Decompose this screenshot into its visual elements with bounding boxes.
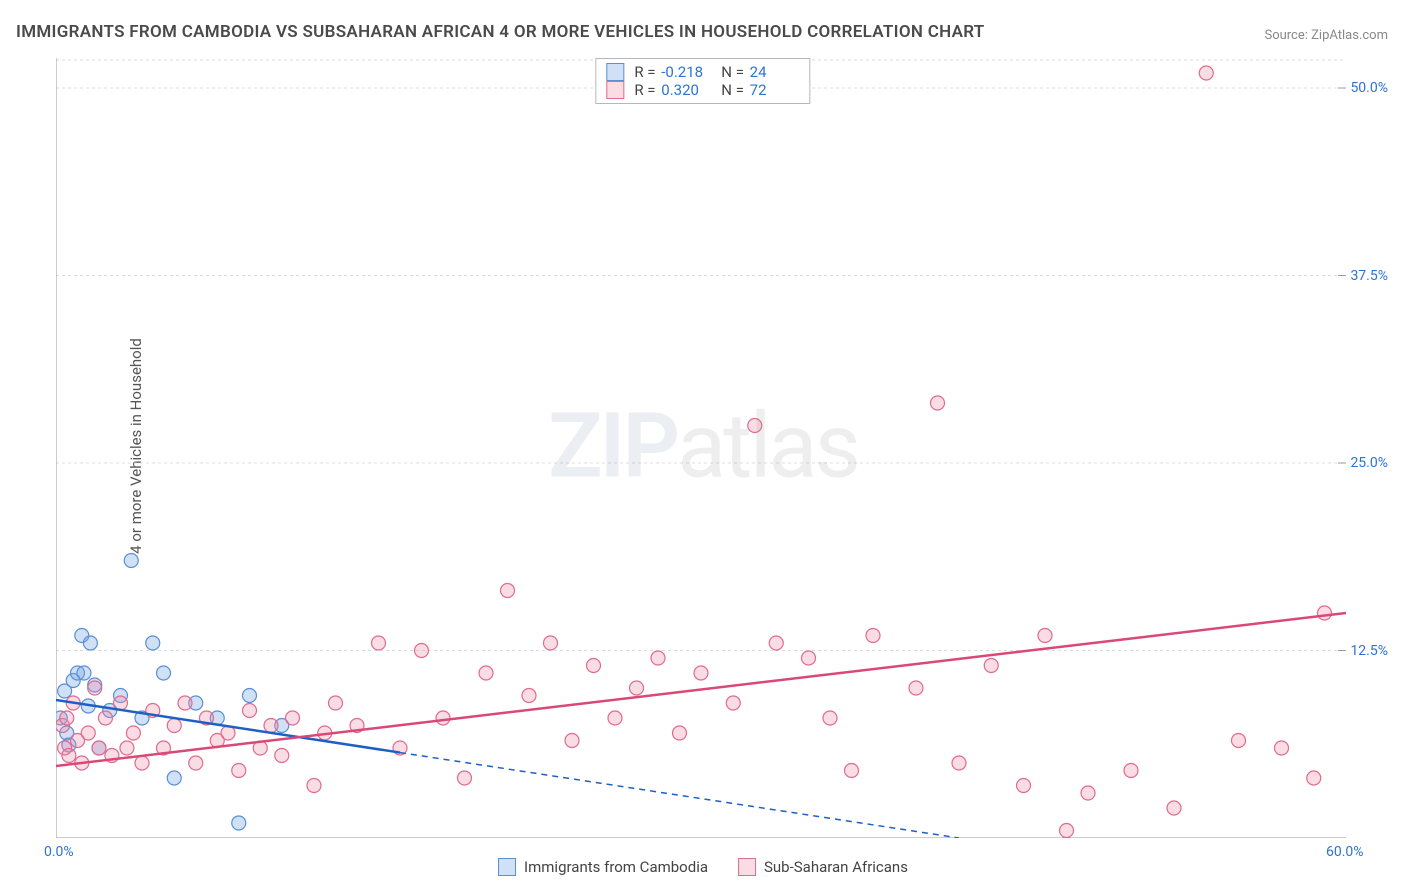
y-tick-label: 25.0% <box>1350 455 1388 471</box>
swatch-cambodia <box>498 858 516 876</box>
legend-item-subsaharan: Sub-Saharan Africans <box>738 858 908 876</box>
legend-row-cambodia: R = -0.218 N = 24 <box>606 63 799 81</box>
scatter-plot <box>56 58 1346 838</box>
series-legend: Immigrants from Cambodia Sub-Saharan Afr… <box>498 858 908 876</box>
swatch-subsaharan <box>606 81 624 99</box>
swatch-subsaharan <box>738 858 756 876</box>
y-tick-label: 12.5% <box>1350 643 1388 659</box>
legend-item-cambodia: Immigrants from Cambodia <box>498 858 708 876</box>
y-tick-label: 37.5% <box>1350 268 1388 284</box>
x-tick-label: 0.0% <box>44 844 74 860</box>
x-tick-label: 60.0% <box>1326 844 1364 860</box>
legend-row-subsaharan: R = 0.320 N = 72 <box>606 81 799 99</box>
plot-svg <box>56 58 1346 838</box>
y-tick-label: 50.0% <box>1350 80 1388 96</box>
correlation-legend: R = -0.218 N = 24 R = 0.320 N = 72 <box>595 58 810 104</box>
source-attribution: Source: ZipAtlas.com <box>1264 28 1388 43</box>
chart-title: IMMIGRANTS FROM CAMBODIA VS SUBSAHARAN A… <box>16 22 985 42</box>
swatch-cambodia <box>606 63 624 81</box>
